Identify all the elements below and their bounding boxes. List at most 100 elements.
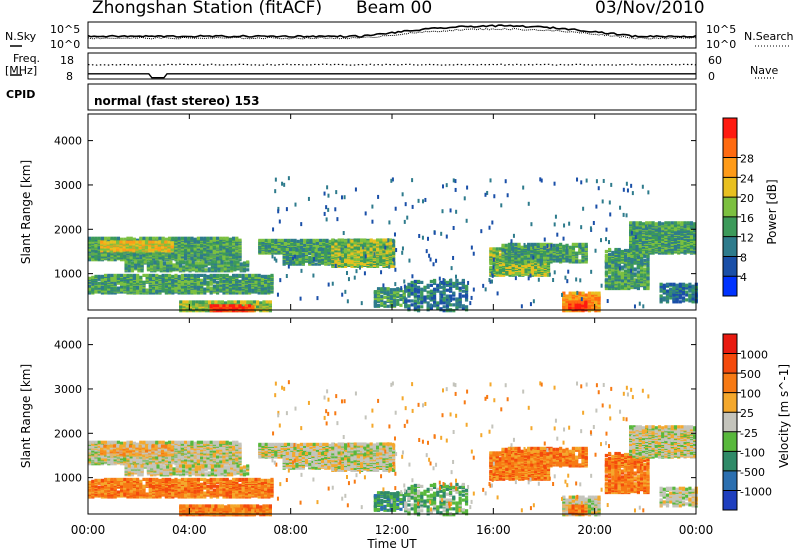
power-cell [274,238,278,242]
power-cell [136,286,140,290]
power-cell [363,248,367,252]
power-cell [504,251,508,255]
power-cell [97,274,101,278]
power-cell [196,290,200,294]
power-cell [241,273,245,278]
power-cell [501,256,505,260]
power-cell [432,304,437,308]
power-cell [144,240,149,244]
power-cell [216,288,220,292]
power-cell [546,265,551,270]
power-cell [315,246,320,250]
power-cell [175,261,179,265]
power-cell [285,247,289,252]
power-cell [196,236,200,240]
power-cell [319,241,323,245]
power-cell [296,239,300,243]
power-cell [360,258,364,263]
power-cell [536,242,540,246]
power-cell [171,284,175,288]
power-cell [445,283,449,287]
power-cell [261,238,265,242]
power-cell [262,306,266,310]
power-cell [458,295,462,299]
power-cell [416,294,421,298]
power-cell [219,256,223,260]
power-cell [148,257,152,261]
power-cell [139,275,143,279]
power-cell [388,240,392,244]
power-cell [204,260,208,264]
power-cell [386,304,390,308]
power-cell [546,248,550,252]
power-cell [113,282,117,286]
power-cell [383,287,387,291]
power-cell [209,304,213,308]
power-cell [331,259,335,264]
power-cell [327,248,331,253]
power-cell [426,290,430,294]
power-cell [492,247,496,251]
power-cell [88,258,92,262]
power-cell [413,283,417,287]
power-cell [120,284,124,288]
power-cell [559,249,563,253]
power-cell [152,236,156,240]
power-cell [139,291,143,295]
power-cell [543,252,547,256]
power-cell [296,241,300,245]
power-cell [257,275,261,279]
power-cell [309,238,313,242]
power-cell [315,244,320,248]
power-cell [127,269,131,273]
power-cell [151,242,155,246]
power-cell [420,280,424,285]
power-cell [439,301,443,305]
power-cell [445,300,449,304]
power-cell [125,240,129,244]
power-cell [207,267,211,271]
power-cell [320,247,325,252]
power-cell [527,253,531,257]
power-cell [119,248,123,252]
power-cell [282,254,286,258]
power-cell [388,242,392,246]
power-cell [208,300,212,304]
power-cell [180,240,184,244]
power-cell [171,236,175,240]
power-cell [158,279,162,283]
power-cell [360,242,364,246]
power-cell [236,302,240,306]
power-cell [209,289,213,293]
power-cell [439,293,443,297]
power-cell [152,286,156,290]
power-cell [317,251,321,256]
power-cell [233,300,237,304]
power-cell [184,273,188,278]
power-cell [285,254,289,258]
power-cell [258,241,262,245]
power-cell [148,240,152,244]
power-cell [226,261,231,265]
power-cell [442,298,446,302]
power-cell [452,284,456,288]
power-cell [214,300,218,304]
power-cell [175,267,179,271]
power-cell [514,242,518,246]
power-cell [344,264,348,268]
power-cell [399,297,403,302]
power-cell [376,257,380,262]
power-cell [209,286,213,290]
power-cell [420,297,424,301]
power-cell [464,290,469,294]
power-cell [124,260,128,264]
power-cell [360,256,364,261]
power-cell [136,273,140,278]
power-cell [168,279,172,283]
power-cell [504,257,508,261]
power-cell [347,253,351,257]
power-cell [267,279,271,283]
power-cell [251,289,255,293]
power-cell [324,261,328,265]
power-cell [508,265,512,270]
